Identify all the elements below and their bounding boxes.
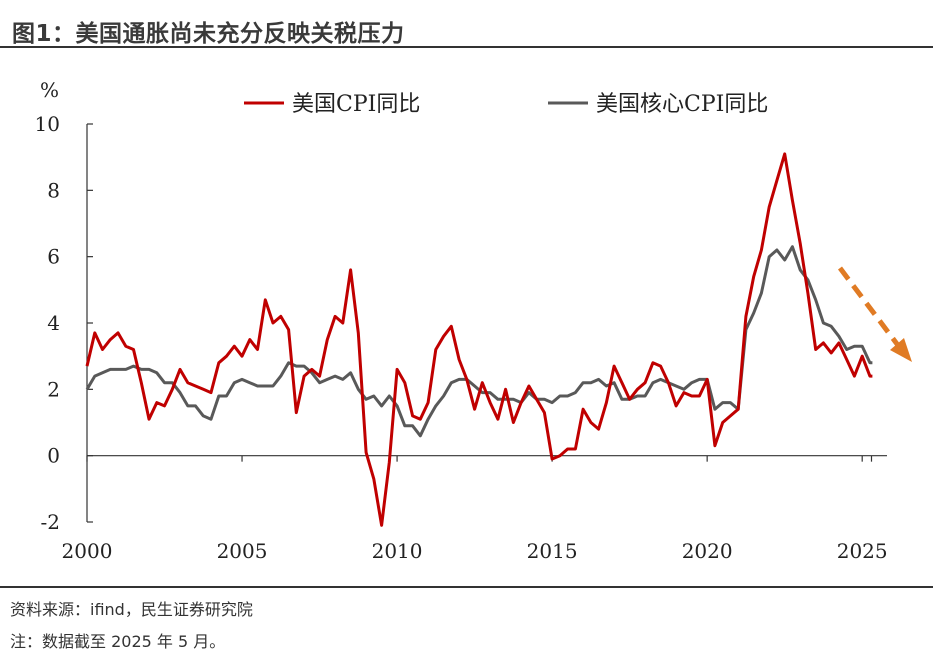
annotation-layer <box>838 266 912 362</box>
y-tick-label: 0 <box>47 444 60 468</box>
x-tick-label: 2020 <box>682 539 733 563</box>
y-tick-label: 4 <box>47 311 60 335</box>
series-line-cpi <box>85 152 873 527</box>
series-layer <box>85 152 873 527</box>
chart-title: 图1：美国通胀尚未充分反映关税压力 <box>12 21 405 47</box>
x-tick-label: 2010 <box>372 539 423 563</box>
chart-canvas: -2 0 2 4 6 8 10% 2000 2005 2010 2015 2020 2025 美国CPI… <box>35 78 912 563</box>
y-axis-unit: % <box>40 78 59 102</box>
y-tick-label: -2 <box>41 510 60 534</box>
y-tick-label: 10 <box>35 112 60 136</box>
source-note: 资料来源：ifind，民生证券研究院 <box>10 600 253 619</box>
y-tick-label: 8 <box>47 178 60 202</box>
y-tick-label: 6 <box>47 245 60 269</box>
x-tick-label: 2025 <box>837 539 888 563</box>
y-tick-label: 2 <box>47 377 60 401</box>
x-tick-label: 2000 <box>62 539 113 563</box>
axes: -2 0 2 4 6 8 10% 2000 2005 2010 2015 2020 2025 <box>35 78 888 563</box>
legend-label: 美国CPI同比 <box>292 92 420 117</box>
trend-arrow-shaft <box>838 266 902 350</box>
footnote: 注：数据截至 2025 年 5 月。 <box>10 632 226 651</box>
title-bar: 图1：美国通胀尚未充分反映关税压力 <box>0 8 933 48</box>
x-tick-label: 2015 <box>527 539 578 563</box>
trend-arrow-head <box>890 338 912 362</box>
x-tick-label: 2005 <box>217 539 268 563</box>
footer-rule <box>0 586 933 588</box>
legend: 美国CPI同比 美国核心CPI同比 <box>244 92 768 117</box>
legend-label: 美国核心CPI同比 <box>596 92 768 117</box>
